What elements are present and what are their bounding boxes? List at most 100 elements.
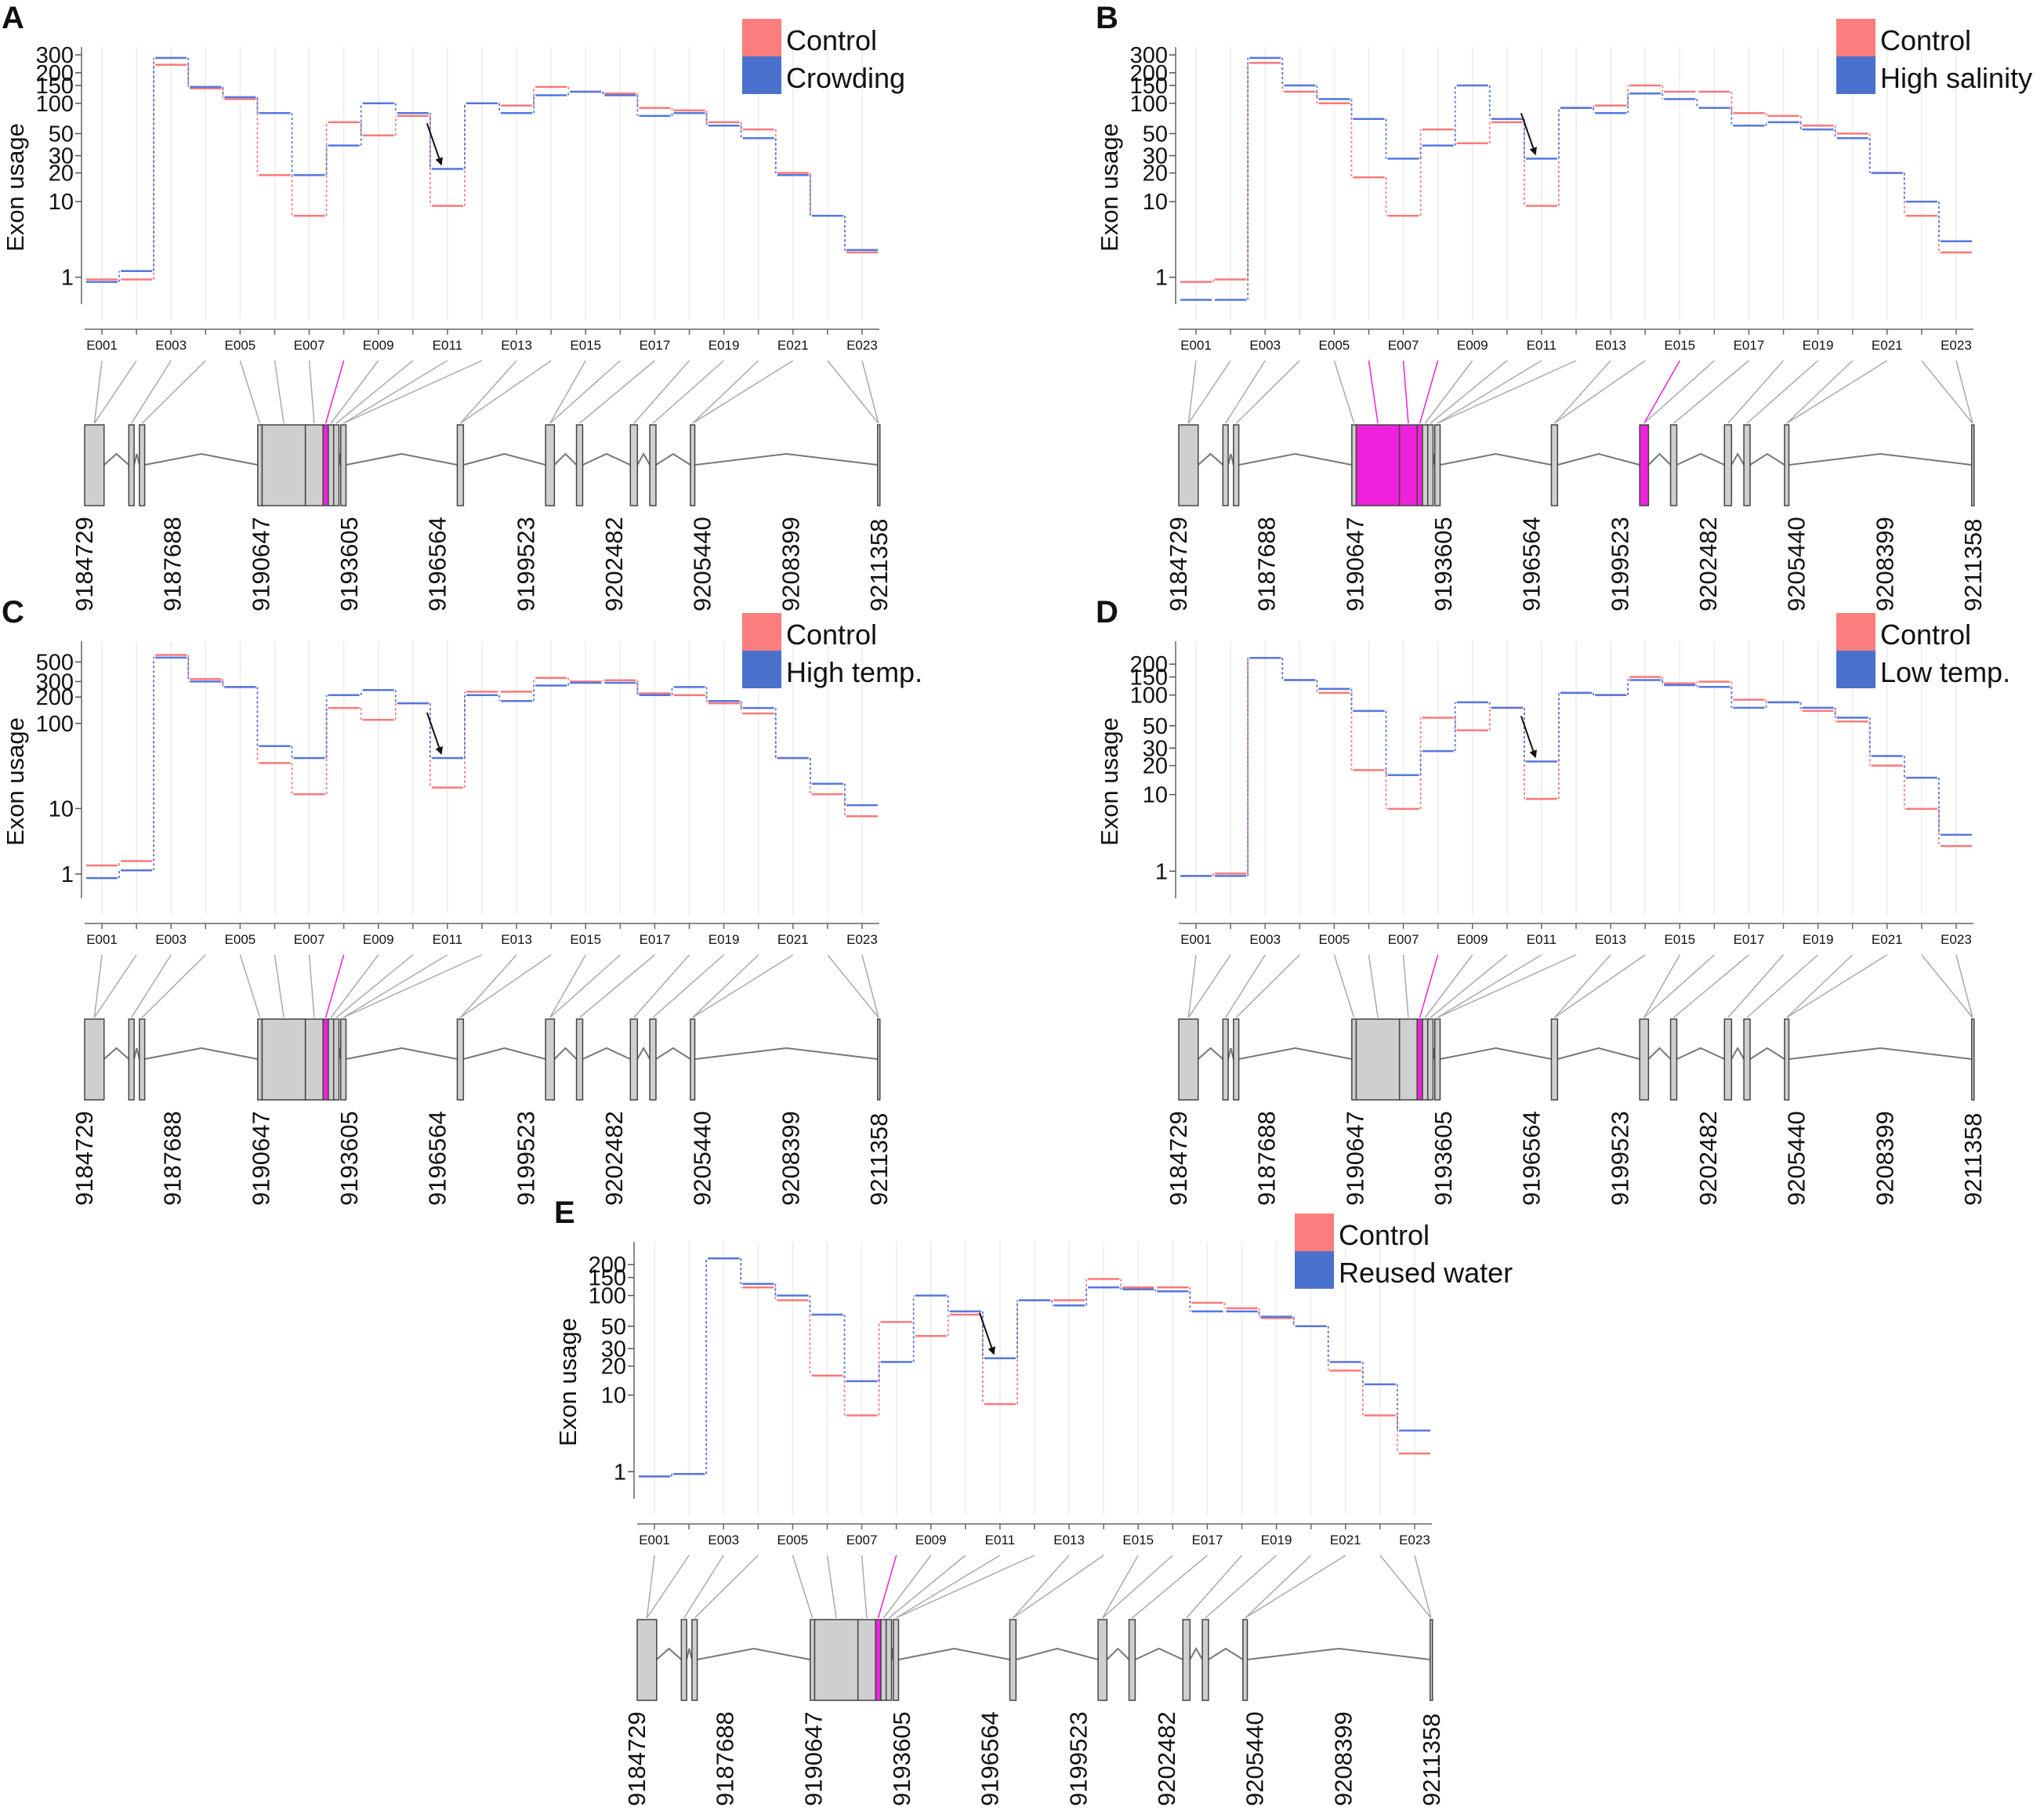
exon-link-line (1786, 360, 1888, 424)
exon-link-line (1186, 1555, 1243, 1619)
x-tick-label: E007 (846, 1533, 878, 1547)
y-tick-label: 100 (36, 92, 74, 117)
exon-box (304, 424, 324, 506)
y-tick-label: 150 (1130, 666, 1168, 691)
exon-link-line (861, 954, 879, 1018)
y-tick-label: 50 (49, 122, 74, 147)
y-tick-label: 20 (1143, 161, 1168, 187)
exon-link-line (1102, 1555, 1139, 1619)
exon-link-line (692, 954, 759, 1018)
exon-box (629, 1018, 639, 1101)
y-tick-label: 500 (36, 650, 74, 675)
coord-label: 9184729 (71, 1111, 98, 1206)
intron-line (1227, 453, 1234, 466)
x-tick-label: E005 (225, 932, 256, 947)
coord-label: 9193605 (335, 517, 363, 611)
y-tick-label: 100 (1130, 684, 1168, 709)
exon-box (690, 424, 696, 506)
exon-box (1426, 1018, 1434, 1101)
exon-link-line (1553, 954, 1646, 1018)
coord-label: 9211358 (1959, 519, 1987, 611)
x-tick-label: E023 (846, 338, 878, 353)
intron-line (346, 452, 458, 466)
exon-link-line (1187, 360, 1231, 424)
coord-label: 9208399 (1871, 1111, 1898, 1206)
coord-label: 9187688 (1253, 517, 1281, 611)
exon-link-line (1225, 360, 1266, 424)
exon-link-line (1235, 360, 1300, 424)
x-tick-label: E011 (1527, 338, 1557, 353)
exon-box (84, 424, 105, 506)
x-tick-label: E019 (1261, 1533, 1292, 1547)
y-tick-label: 10 (49, 796, 74, 822)
exon-link-line (1333, 954, 1355, 1018)
x-tick-label: E009 (1457, 932, 1488, 947)
y-tick-label: 1 (61, 862, 74, 887)
series-treatment (86, 656, 878, 880)
legend-label-control: Control (786, 619, 877, 651)
x-tick-label: E005 (1319, 338, 1350, 353)
exon-box (1422, 424, 1429, 506)
exon-link-line (861, 360, 879, 424)
exon-link-line (646, 1555, 655, 1619)
exon-box (1201, 1619, 1209, 1701)
x-tick-label: E019 (1803, 338, 1834, 353)
exon-link-line (1644, 360, 1715, 424)
coord-label: 9190647 (247, 1111, 274, 1206)
exon-box (1743, 1018, 1751, 1101)
intron-line (1016, 1647, 1099, 1660)
legend: Control Low temp. (1836, 613, 2010, 688)
exon-link-line (1132, 1555, 1208, 1619)
exon-box (1639, 1018, 1650, 1101)
x-tick-label: E001 (639, 1533, 670, 1547)
exon-link-line (1102, 1555, 1173, 1619)
legend-label-treatment: Crowding (786, 62, 905, 94)
intron-line (463, 452, 546, 466)
exon-link-line (342, 954, 483, 1018)
y-tick-label: 200 (1130, 652, 1168, 677)
y-tick-label: 100 (1130, 92, 1168, 117)
intron-line (655, 1047, 691, 1060)
coord-label: 9196564 (1518, 517, 1546, 611)
intron-line (686, 1648, 693, 1660)
x-tick-label: E007 (294, 338, 325, 353)
intron-line (463, 1047, 546, 1060)
y-tick-label: 30 (601, 1337, 626, 1362)
y-tick-label: 100 (36, 712, 74, 737)
y-tick-label: 200 (589, 1253, 626, 1278)
y-tick-label: 30 (49, 144, 74, 169)
exon-box (1242, 1619, 1249, 1701)
exon-link-line (692, 360, 759, 424)
panel-letter: D (1096, 595, 1118, 629)
x-tick-label: E005 (1319, 932, 1350, 947)
intron-line (1788, 452, 1972, 466)
legend-label-control: Control (786, 24, 877, 56)
x-tick-label: E019 (709, 338, 740, 353)
x-tick-label: E013 (1053, 1533, 1085, 1547)
x-tick-label: E013 (1595, 932, 1626, 947)
coord-label: 9193605 (888, 1711, 915, 1806)
exon-link-line (1187, 360, 1197, 424)
x-tick-label: E023 (1399, 1533, 1430, 1547)
gene-model: 9184729 9187688 9190647 9193605 9196564 91995… (71, 954, 893, 1206)
x-tick-label: E009 (363, 932, 394, 947)
exon-link-line (1437, 954, 1542, 1018)
coord-label: 9208399 (1329, 1711, 1357, 1806)
exon-box (810, 1619, 816, 1701)
coord-label: 9211358 (1959, 1113, 1987, 1206)
x-tick-label: E021 (777, 932, 809, 947)
exon-box (1669, 424, 1678, 506)
coord-label: 9193605 (1430, 1111, 1457, 1206)
x-tick-label: E009 (363, 338, 394, 353)
x-tick-label: E007 (1388, 932, 1419, 947)
exon-link-line (131, 360, 172, 424)
coord-label: 9205440 (1783, 517, 1810, 611)
exon-box (261, 1018, 306, 1101)
intron-line (133, 1047, 140, 1060)
exon-link-line (1955, 360, 1973, 424)
x-tick-label: E001 (86, 338, 118, 353)
coord-label: 9193605 (1430, 517, 1457, 611)
exon-link-line (692, 360, 794, 424)
exon-box (1233, 1018, 1240, 1101)
